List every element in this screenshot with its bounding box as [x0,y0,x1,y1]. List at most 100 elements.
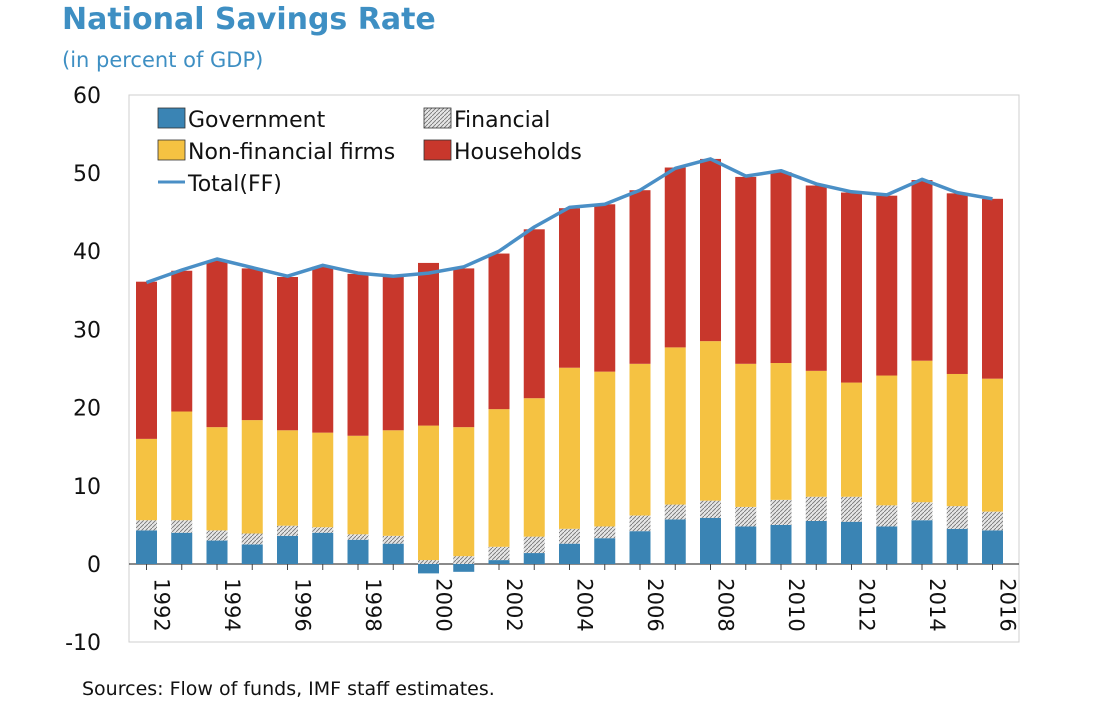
x-tick-label: 1998 [361,578,385,631]
bar-financial [770,499,792,525]
x-tick-label: 1992 [150,578,174,631]
bar-government [453,564,475,572]
bar-households [911,180,933,361]
bar-financial [805,496,827,521]
legend-label-government: Government [188,108,326,133]
bar-nonfinancial [664,347,686,505]
legend-item-financial: Financial [423,107,550,133]
bar-nonfinancial [770,363,792,500]
x-tick-label: 1996 [291,578,315,631]
bar-nonfinancial [453,427,475,557]
bar-government [206,540,228,564]
bar-financial [876,505,898,527]
y-tick-label: 30 [73,318,101,343]
bar-government [312,532,334,564]
bar-government [911,520,933,564]
bar-nonfinancial [876,375,898,506]
bar-financial [488,546,510,561]
bar-nonfinancial [136,438,157,521]
bar-financial [559,528,580,544]
bar-households [347,273,369,436]
bar-households [559,208,580,368]
bar-households [982,198,1003,379]
total-line [145,157,993,285]
legend-label-nonfinancial: Non-financial firms [188,140,395,165]
y-tick-label: 0 [87,553,101,578]
bars-group [136,158,1003,574]
total-line-group [145,157,993,285]
bar-nonfinancial [735,363,757,507]
bar-government [136,530,157,564]
bar-nonfinancial [629,363,651,516]
bar-nonfinancial [982,378,1003,512]
x-tick-label: 2004 [573,578,597,631]
bar-nonfinancial [277,430,298,526]
legend-swatch-households [423,139,452,161]
bar-government [488,560,510,564]
y-axis: -10 0 10 20 30 40 50 60 [65,84,101,656]
legend-swatch-financial [423,107,452,129]
bar-households [136,281,157,439]
legend-swatch-nonfinancial [157,139,186,161]
bar-financial [911,502,933,521]
bar-financial [382,535,404,544]
bar-households [206,260,228,428]
bar-nonfinancial [171,411,193,521]
bar-households [664,167,686,348]
legend-label-households: Households [454,140,582,165]
x-tick-label: 2002 [502,578,526,631]
bar-financial [629,515,651,532]
bar-government [347,539,369,564]
bar-households [382,277,404,431]
x-tick-label: 2008 [714,578,738,631]
bar-financial [523,536,545,554]
x-tick-label: 2010 [784,578,808,631]
y-tick-label: 60 [73,84,101,109]
bar-nonfinancial [488,409,510,547]
bar-households [700,158,721,342]
bar-financial [700,500,721,518]
plot-frame [128,94,1020,643]
bar-government [982,530,1003,564]
bar-nonfinancial [805,370,827,497]
bar-households [418,262,439,426]
bar-government [171,532,193,564]
bar-government [418,564,439,574]
bar-nonfinancial [347,435,369,535]
bar-households [594,204,616,372]
bar-government [700,517,721,564]
bar-government [241,544,263,564]
bar-government [559,543,580,564]
bar-financial [241,533,263,545]
bar-households [770,172,792,364]
legend-item-total: Total(FF) [158,172,282,197]
bar-households [841,192,862,383]
y-tick-label: 50 [73,162,101,187]
bar-government [770,524,792,564]
bar-households [735,176,757,364]
bar-households [171,270,193,412]
bar-nonfinancial [700,341,721,501]
bar-financial [347,534,369,540]
bar-households [277,277,298,431]
legend: Government Financial Non-financial firms… [157,107,582,197]
bar-government [876,526,898,564]
legend-label-total: Total(FF) [187,172,282,197]
y-tick-label: 20 [73,397,101,422]
bar-nonfinancial [312,432,334,528]
bar-nonfinancial [241,420,263,534]
x-tick-label: 2012 [855,578,879,631]
x-tick-label: 2016 [996,578,1020,631]
bar-households [488,253,510,410]
bar-government [629,531,651,564]
bar-government [735,526,757,564]
bar-households [241,268,263,421]
x-tick-label: 2006 [643,578,667,631]
bar-households [453,268,475,428]
bar-government [805,520,827,564]
bar-government [594,538,616,564]
bar-nonfinancial [911,360,933,503]
bar-financial [171,520,193,533]
bar-government [382,543,404,564]
